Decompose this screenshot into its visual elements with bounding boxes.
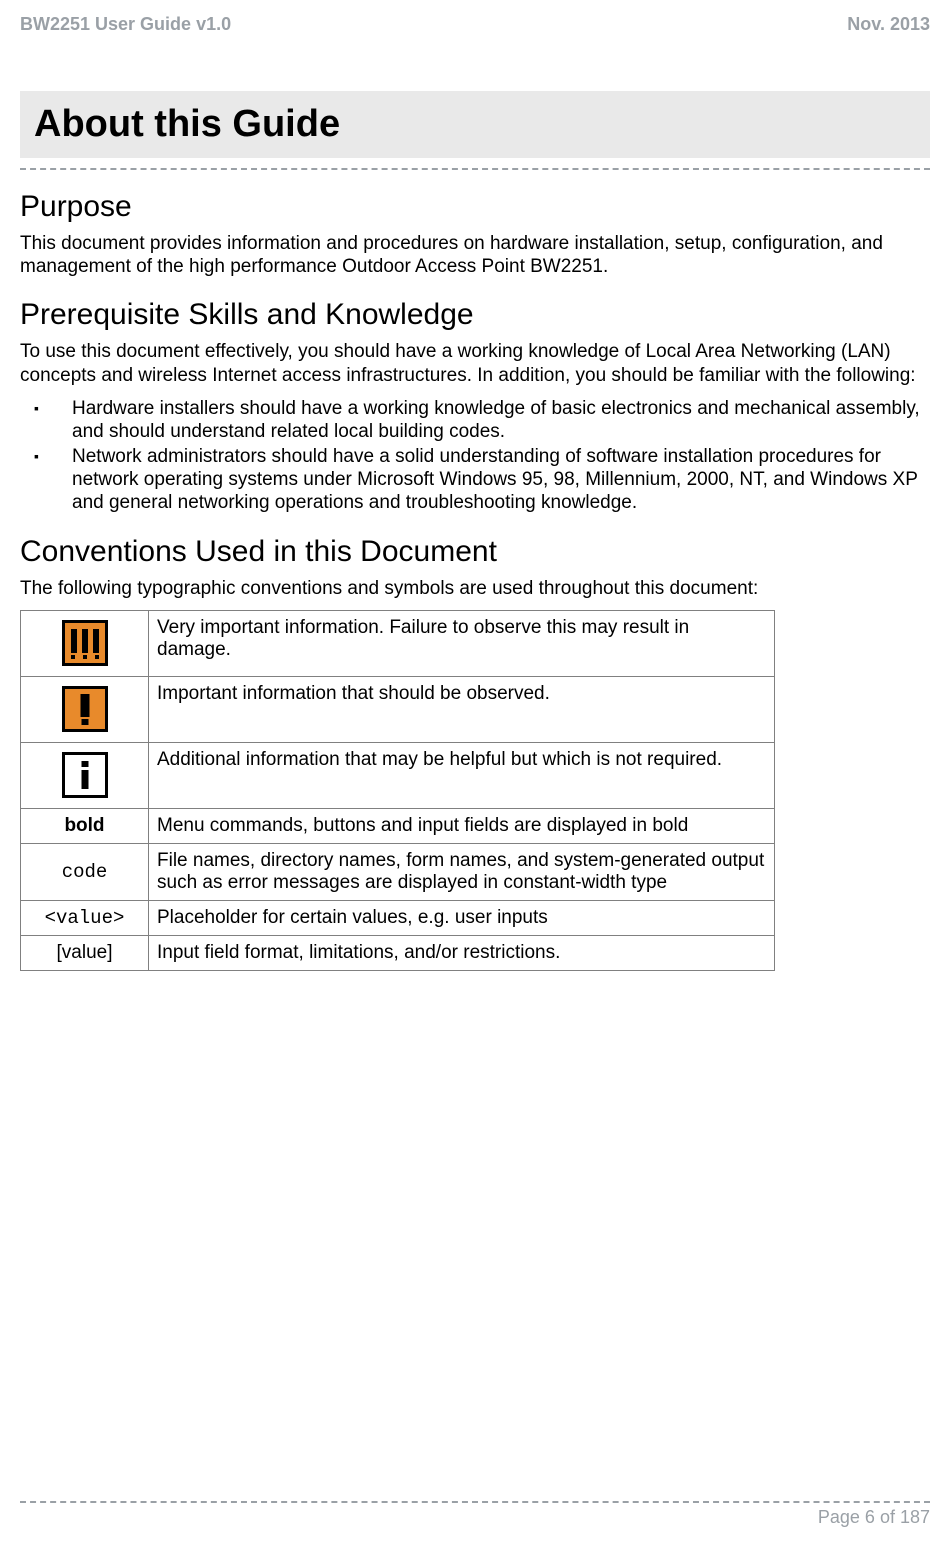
table-row: [value] Input field format, limitations,…	[21, 935, 775, 970]
divider	[20, 168, 930, 170]
doc-date: Nov. 2013	[847, 14, 930, 35]
value-symbol: <value>	[45, 907, 125, 929]
table-row: code File names, directory names, form n…	[21, 843, 775, 900]
purpose-text: This document provides information and p…	[20, 232, 930, 278]
desc-cell: Additional information that may be helpf…	[149, 742, 775, 808]
doc-title: BW2251 User Guide v1.0	[20, 14, 231, 35]
code-symbol: code	[62, 861, 108, 883]
page-number: Page 6 of 187	[20, 1507, 930, 1528]
section-heading-conventions: Conventions Used in this Document	[20, 535, 930, 569]
table-row: bold Menu commands, buttons and input fi…	[21, 808, 775, 843]
table-row: Important information that should be obs…	[21, 676, 775, 742]
symbol-cell	[21, 676, 149, 742]
section-heading-prereq: Prerequisite Skills and Knowledge	[20, 298, 930, 332]
section-heading-purpose: Purpose	[20, 190, 930, 224]
desc-cell: Placeholder for certain values, e.g. use…	[149, 900, 775, 935]
conventions-intro: The following typographic conventions an…	[20, 577, 930, 600]
page-header: BW2251 User Guide v1.0 Nov. 2013	[20, 14, 930, 35]
page-footer: Page 6 of 187	[20, 1501, 930, 1528]
table-row: Very important information. Failure to o…	[21, 610, 775, 676]
desc-cell: Input field format, limitations, and/or …	[149, 935, 775, 970]
danger-icon	[62, 620, 108, 666]
desc-cell: Very important information. Failure to o…	[149, 610, 775, 676]
bracket-symbol: [value]	[57, 942, 113, 963]
conventions-table: Very important information. Failure to o…	[20, 610, 775, 971]
desc-cell: File names, directory names, form names,…	[149, 843, 775, 900]
prereq-intro: To use this document effectively, you sh…	[20, 340, 930, 386]
info-icon	[62, 752, 108, 798]
footer-divider	[20, 1501, 930, 1503]
chapter-title-box: About this Guide	[20, 91, 930, 158]
list-item: Hardware installers should have a workin…	[48, 397, 930, 443]
prereq-list: Hardware installers should have a workin…	[20, 397, 930, 515]
table-row: <value> Placeholder for certain values, …	[21, 900, 775, 935]
symbol-cell: [value]	[21, 935, 149, 970]
desc-cell: Menu commands, buttons and input fields …	[149, 808, 775, 843]
symbol-cell: bold	[21, 808, 149, 843]
symbol-cell: code	[21, 843, 149, 900]
bold-symbol: bold	[64, 815, 104, 836]
warning-icon	[62, 686, 108, 732]
chapter-title: About this Guide	[34, 103, 918, 146]
symbol-cell: <value>	[21, 900, 149, 935]
symbol-cell	[21, 742, 149, 808]
table-row: Additional information that may be helpf…	[21, 742, 775, 808]
list-item: Network administrators should have a sol…	[48, 445, 930, 515]
desc-cell: Important information that should be obs…	[149, 676, 775, 742]
symbol-cell	[21, 610, 149, 676]
